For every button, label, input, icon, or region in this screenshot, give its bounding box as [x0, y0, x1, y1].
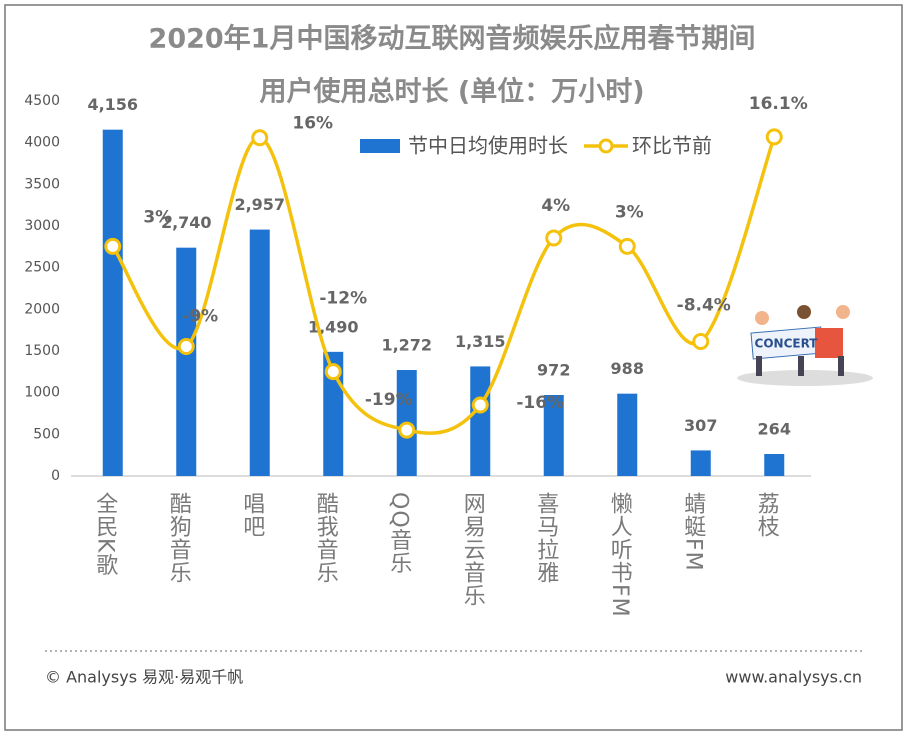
- line-value-label: 3%: [615, 202, 644, 222]
- line-value-label: -12%: [319, 289, 367, 309]
- bar: [176, 247, 197, 476]
- line-value-label: -16%: [516, 393, 564, 413]
- illustration: CONCERT: [737, 305, 873, 386]
- legend-label: 环比节前: [632, 134, 712, 158]
- x-tick-label: 蜻蜓FM: [680, 492, 706, 572]
- chart-title: 用户使用总时长 (单位：万小时): [259, 76, 644, 108]
- line-value-label: 16.1%: [749, 94, 808, 114]
- bar: [617, 393, 638, 476]
- x-tick-label: 全民K歌: [92, 492, 118, 576]
- line-point: [618, 237, 636, 255]
- line-point: [251, 129, 269, 147]
- y-tick-label: 2000: [24, 301, 60, 317]
- x-tick-label: QQ音乐: [386, 492, 412, 575]
- bar: [102, 129, 123, 476]
- line-value-label: 3%: [143, 207, 172, 227]
- x-tick-label: 唱吧: [239, 492, 264, 538]
- line-value-label: 4%: [541, 196, 570, 216]
- chart-title: 2020年1月中国移动互联网音频娱乐应用春节期间: [149, 23, 756, 55]
- bar-value-label: 1,315: [455, 332, 506, 351]
- bar: [470, 366, 491, 476]
- line-point: [104, 237, 122, 255]
- y-tick-label: 500: [33, 426, 60, 442]
- x-tick-label: 懒人听书FM: [607, 492, 633, 618]
- line-value-label: -9%: [182, 307, 218, 327]
- y-tick-label: 4000: [24, 135, 60, 151]
- bar-value-label: 2,740: [161, 213, 212, 232]
- x-tick-label: 喜马拉雅: [533, 492, 559, 584]
- line-point: [177, 338, 195, 356]
- y-tick-label: 1500: [24, 343, 60, 359]
- y-tick-label: 1000: [24, 385, 60, 401]
- bar-value-label: 307: [684, 416, 717, 435]
- line-point: [765, 128, 783, 146]
- line-point: [692, 333, 710, 351]
- x-tick-label: 酷狗音乐: [166, 492, 192, 584]
- bar: [764, 454, 785, 476]
- frame: [4, 4, 903, 731]
- bar-value-label: 264: [758, 420, 791, 439]
- bar-value-label: 4,156: [87, 95, 138, 114]
- illustration-label: CONCERT: [755, 337, 819, 351]
- legend-swatch: [360, 139, 400, 153]
- legend-swatch: [598, 138, 614, 154]
- y-tick-label: 3000: [24, 218, 60, 234]
- bar: [249, 229, 270, 476]
- footer-right: www.analysys.cn: [725, 668, 862, 687]
- footer-left: © Analysys 易观·易观千帆: [45, 668, 243, 687]
- bar-value-label: 2,957: [234, 195, 285, 214]
- x-tick-label: 网易云音乐: [460, 492, 486, 607]
- line-value-label: -8.4%: [677, 296, 731, 316]
- line-value-label: 16%: [292, 114, 333, 134]
- legend-label: 节中日均使用时长: [408, 134, 568, 158]
- bar-value-label: 1,272: [381, 336, 432, 355]
- line: [111, 136, 776, 435]
- y-tick-label: 0: [51, 468, 60, 484]
- y-tick-label: 2500: [24, 260, 60, 276]
- bar: [543, 395, 564, 476]
- line-point: [324, 363, 342, 381]
- bar: [690, 450, 711, 476]
- line-point: [398, 421, 416, 439]
- line-point: [545, 229, 563, 247]
- y-tick-label: 4500: [24, 93, 60, 109]
- bar-value-label: 988: [611, 359, 644, 378]
- x-tick-label: 荔枝: [754, 492, 780, 538]
- y-tick-label: 3500: [24, 176, 60, 192]
- line-value-label: -19%: [365, 390, 413, 410]
- x-tick-label: 酷我音乐: [313, 492, 339, 584]
- bar-value-label: 972: [537, 361, 570, 380]
- line-point: [471, 396, 489, 414]
